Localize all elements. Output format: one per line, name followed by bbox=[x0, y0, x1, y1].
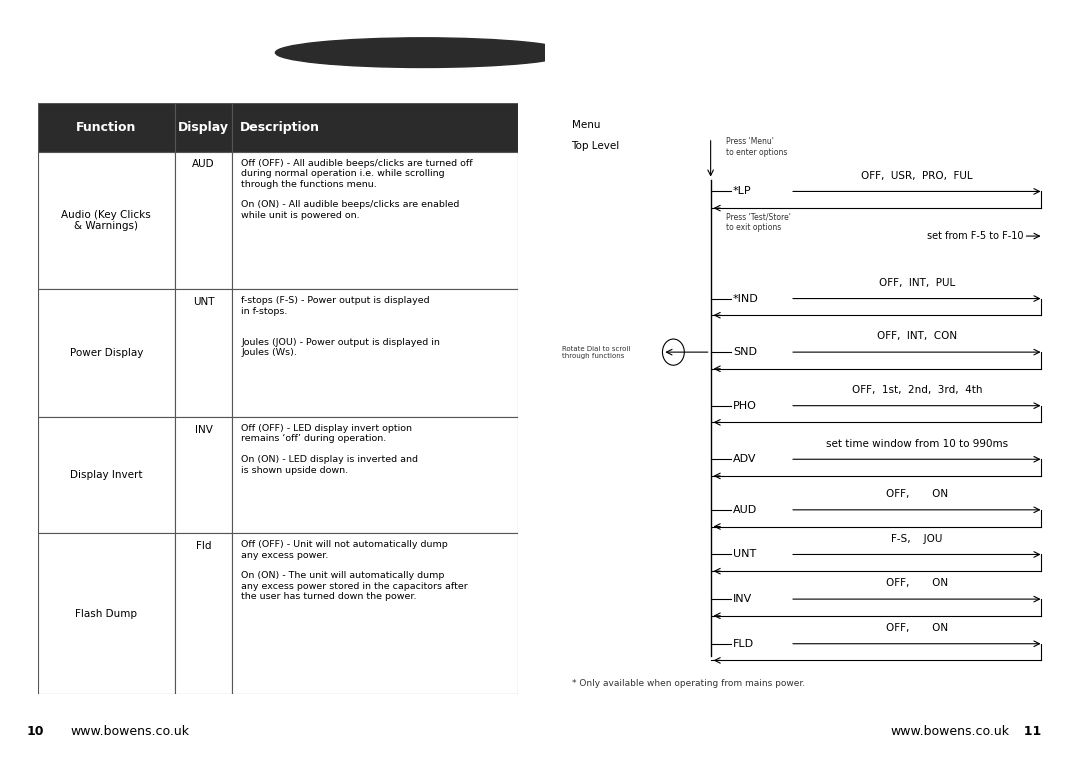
Text: Rotate Dial to scroll
through functions: Rotate Dial to scroll through functions bbox=[562, 346, 630, 359]
Bar bbox=[175, 289, 232, 417]
Text: Flash Dump: Flash Dump bbox=[76, 609, 137, 619]
Text: GEMINI DIGITAL: GEMINI DIGITAL bbox=[433, 60, 494, 69]
Text: f-stops (F-S) - Power output is displayed
in f-stops.


Joules (JOU) - Power out: f-stops (F-S) - Power output is displaye… bbox=[241, 297, 440, 357]
Text: OFF,  USR,  PRO,  FUL: OFF, USR, PRO, FUL bbox=[861, 171, 973, 181]
Bar bbox=[232, 152, 518, 289]
Circle shape bbox=[275, 38, 570, 67]
Text: * Only available when operating from mains power.: * Only available when operating from mai… bbox=[571, 679, 805, 688]
Text: Press 'Menu'
to enter options: Press 'Menu' to enter options bbox=[726, 137, 787, 156]
Text: ADV: ADV bbox=[733, 454, 756, 464]
Bar bbox=[175, 152, 232, 289]
Bar bbox=[175, 103, 232, 152]
Bar bbox=[175, 417, 232, 533]
Text: OFF,       ON: OFF, ON bbox=[886, 578, 948, 588]
Text: Display: Display bbox=[178, 121, 229, 134]
Text: Fld: Fld bbox=[195, 541, 212, 551]
Text: Description: Description bbox=[240, 121, 320, 134]
Text: www.bowens.co.uk: www.bowens.co.uk bbox=[70, 725, 189, 738]
Text: 10: 10 bbox=[27, 725, 44, 738]
Text: AUD: AUD bbox=[733, 505, 757, 515]
Text: Function: Function bbox=[76, 121, 136, 134]
Text: INV: INV bbox=[194, 425, 213, 435]
Text: Functions Menu System: Functions Menu System bbox=[850, 45, 1064, 63]
Text: OFF,       ON: OFF, ON bbox=[886, 623, 948, 633]
Circle shape bbox=[232, 35, 581, 70]
Text: INV: INV bbox=[733, 594, 753, 604]
Bar bbox=[38, 152, 175, 289]
Text: F-S,    JOU: F-S, JOU bbox=[891, 534, 943, 544]
Bar bbox=[232, 533, 518, 694]
Bar bbox=[232, 417, 518, 533]
Bar bbox=[38, 289, 175, 417]
Text: AUD: AUD bbox=[192, 159, 215, 169]
Bar bbox=[38, 417, 175, 533]
Text: Off (OFF) - All audible beeps/clicks are turned off
during normal operation i.e.: Off (OFF) - All audible beeps/clicks are… bbox=[241, 159, 473, 220]
Text: OFF,  INT,  CON: OFF, INT, CON bbox=[877, 331, 957, 341]
Text: Power Display: Power Display bbox=[69, 348, 143, 358]
Text: OFF,  1st,  2nd,  3rd,  4th: OFF, 1st, 2nd, 3rd, 4th bbox=[851, 385, 982, 395]
Text: Advanced Functions: Advanced Functions bbox=[22, 45, 202, 63]
Text: Display Invert: Display Invert bbox=[70, 470, 143, 480]
Text: 11: 11 bbox=[1015, 725, 1041, 738]
Text: SND: SND bbox=[733, 347, 757, 357]
Text: OFF,  INT,  PUL: OFF, INT, PUL bbox=[879, 278, 955, 288]
Text: PHO: PHO bbox=[733, 401, 757, 410]
Text: *LP: *LP bbox=[733, 186, 752, 196]
Text: UNT: UNT bbox=[193, 297, 214, 307]
Text: Menu: Menu bbox=[571, 120, 600, 130]
Text: *IND: *IND bbox=[733, 294, 759, 304]
Text: set time window from 10 to 990ms: set time window from 10 to 990ms bbox=[826, 439, 1008, 449]
Text: Off (OFF) - LED display invert option
remains ‘off’ during operation.

On (ON) -: Off (OFF) - LED display invert option re… bbox=[241, 424, 418, 475]
Bar bbox=[38, 533, 175, 694]
Bar bbox=[232, 103, 518, 152]
Text: set from F-5 to F-10: set from F-5 to F-10 bbox=[927, 231, 1024, 241]
Text: Press 'Test/Store'
to exit options: Press 'Test/Store' to exit options bbox=[726, 212, 791, 232]
Text: Top Level: Top Level bbox=[571, 141, 620, 151]
Text: Audio (Key Clicks
& Warnings): Audio (Key Clicks & Warnings) bbox=[62, 210, 151, 231]
Text: OFF,       ON: OFF, ON bbox=[886, 489, 948, 499]
Text: UNT: UNT bbox=[733, 549, 756, 559]
Text: Off (OFF) - Unit will not automatically dump
any excess power.

On (ON) - The un: Off (OFF) - Unit will not automatically … bbox=[241, 540, 468, 601]
Bar bbox=[38, 103, 175, 152]
Bar bbox=[175, 533, 232, 694]
Text: www.bowens.co.uk: www.bowens.co.uk bbox=[891, 725, 1010, 738]
Text: FLD: FLD bbox=[733, 639, 754, 649]
Text: esprit: esprit bbox=[428, 34, 505, 58]
Bar bbox=[232, 289, 518, 417]
